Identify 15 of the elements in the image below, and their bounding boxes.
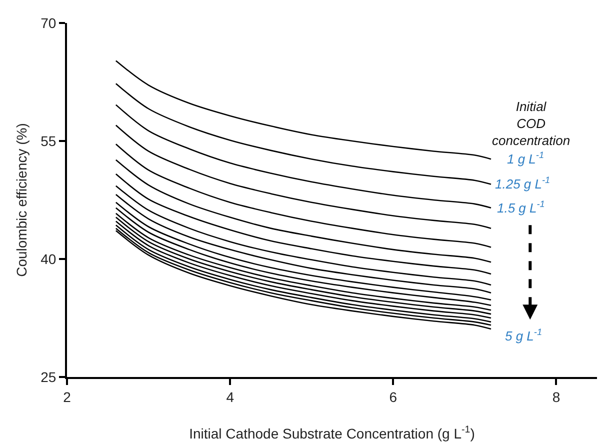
y-tick-label: 70 [40, 14, 56, 31]
annotation: 1 g L$^{-1}$ [507, 150, 544, 166]
y-tick-label: 40 [40, 250, 56, 267]
annotation: 1.5 g L$^{-1}$ [497, 199, 545, 216]
y-tick-label: 55 [40, 132, 56, 149]
annotation: 5 g L$^{-1}$ [505, 327, 542, 344]
x-tick-label: 8 [552, 388, 560, 405]
x-tick-label: 2 [63, 388, 72, 405]
x-axis-title: Initial Cathode Substrate Concentration (g L$^{-1}$) [189, 424, 475, 442]
x-tick-label: 4 [226, 388, 234, 405]
x-tick-label: 6 [389, 388, 398, 405]
annotation: Initial COD concentration [492, 99, 570, 148]
y-axis-title: Coulombic efficiency (%) [14, 123, 30, 277]
y-tick-label: 25 [40, 368, 56, 385]
annotation: 1.25 g L$^{-1}$ [495, 175, 550, 192]
